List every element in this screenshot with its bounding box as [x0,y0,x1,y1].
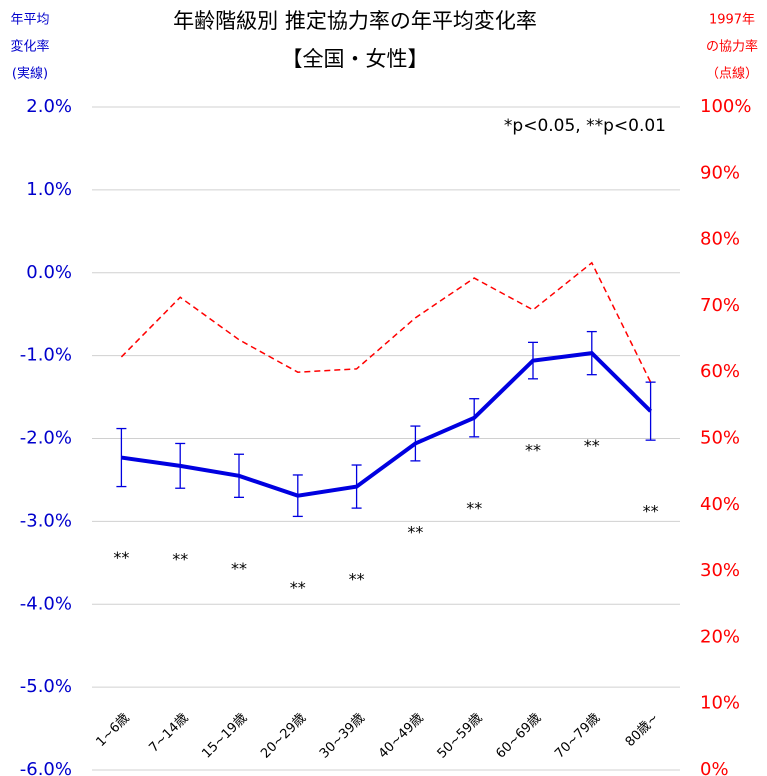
error-bar [469,398,480,438]
y-tick-label: -1.0% [20,345,72,366]
y-tick-label: 0.0% [26,262,72,283]
note: *p<0.05, **p<0.01 [504,116,666,136]
significance-label: ** [349,570,365,589]
y2-axis-title: （点線） [706,66,758,82]
error-bar [645,381,656,441]
y-tick-label: 2.0% [26,96,72,117]
significance-label: ** [643,502,659,521]
y2-tick-label: 50% [700,428,740,449]
significance-label: ** [172,550,188,569]
y-tick-label: -4.0% [20,593,72,614]
y-tick-label: -3.0% [20,510,72,531]
significance-label: ** [290,578,306,597]
y2-tick-label: 0% [700,759,729,776]
y-tick-label: -2.0% [20,428,72,449]
error-bar [410,425,421,462]
y2-axis-title: の協力率 [706,39,758,55]
significance-label: ** [113,548,129,567]
y2-axis-title: 1997年 [709,13,755,28]
series-line [120,261,652,383]
error-bar [175,442,186,489]
significance-label: ** [466,498,482,517]
y2-tick-label: 60% [700,361,740,382]
y2-tick-label: 80% [700,229,740,250]
error-bar [234,453,244,498]
y2-tick-label: 100% [700,96,751,117]
series-line [121,351,653,498]
y-tick-label: -5.0% [20,676,72,697]
y-axis-title: 年平均 [10,13,49,28]
y-axis-title: 変化率 [10,39,49,55]
x-tick-label: 1~6歳 [94,711,133,750]
y2-tick-label: 90% [700,162,740,183]
error-bar [116,427,127,488]
y2-tick-label: 20% [700,626,740,647]
error-bar [351,464,362,509]
significance-label: ** [525,440,541,459]
error-bar [586,330,597,376]
y-tick-label: 1.0% [26,179,72,200]
y2-tick-label: 70% [700,295,740,316]
significance-label: ** [407,522,423,541]
x-tick-label: 20~29歳 [258,711,309,762]
error-bar [528,341,538,380]
y2-tick-label: 10% [700,693,740,714]
y2-tick-label: 40% [700,494,740,515]
x-tick-label: 50~59歳 [435,711,486,762]
y-axis-title: (実線) [12,66,48,82]
error-bar [292,474,303,518]
x-tick-label: 40~49歳 [376,711,427,762]
x-tick-label: 7~14歳 [146,711,191,756]
x-tick-label: 80歳~ [623,711,662,750]
significance-label: ** [231,559,247,578]
chart-title: 年齢階級別 推定協力率の年平均変化率 [173,9,537,33]
x-tick-label: 15~19歳 [199,711,250,762]
significance-label: ** [584,436,600,455]
x-tick-label: 70~79歳 [552,711,603,762]
chart-subtitle: 【全国・女性】 [282,47,429,71]
y-tick-label: -6.0% [20,759,72,776]
x-tick-label: 30~39歳 [317,711,368,762]
y2-tick-label: 30% [700,560,740,581]
x-tick-label: 60~69歳 [493,711,544,762]
